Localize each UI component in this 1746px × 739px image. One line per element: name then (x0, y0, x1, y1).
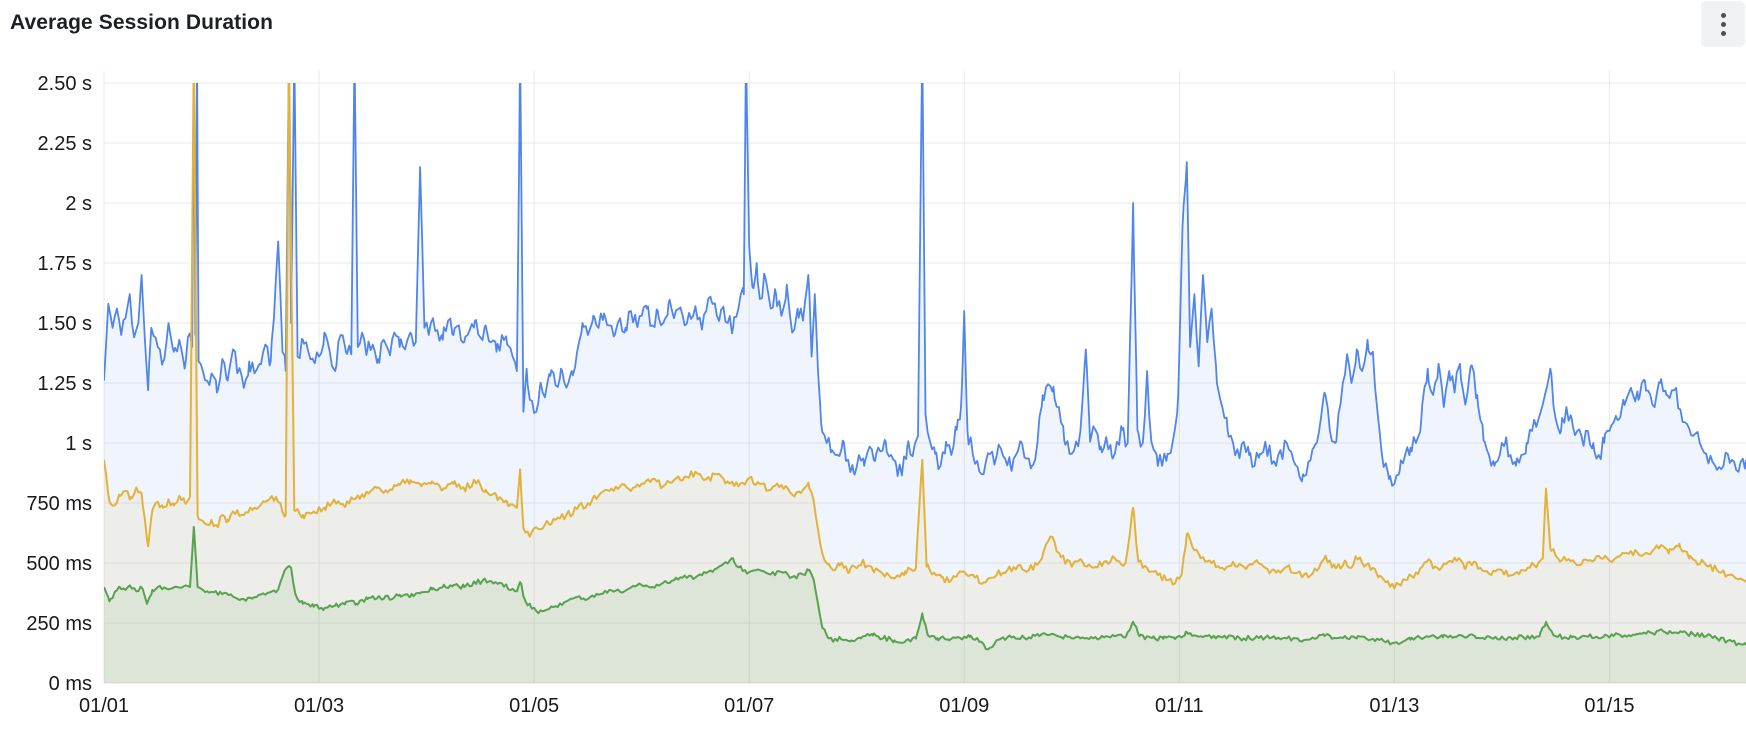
panel-title: Average Session Duration (10, 11, 274, 34)
x-axis-tick-label: 01/05 (509, 695, 559, 717)
series-line-green (104, 526, 1746, 651)
series-line-blue (104, 83, 1746, 487)
x-axis-tick-label: 01/15 (1584, 695, 1634, 717)
y-axis-tick-label: 1.25 s (38, 373, 92, 395)
x-axis-tick-label: 01/11 (1155, 695, 1204, 717)
y-axis-tick-label: 250 ms (26, 613, 92, 635)
y-axis-tick-label: 750 ms (26, 493, 92, 515)
y-axis-tick-label: 500 ms (26, 553, 92, 575)
kebab-icon (1720, 12, 1726, 36)
panel-header: Average Session Duration (10, 8, 1690, 38)
series-line-yellow (104, 83, 1746, 590)
y-axis-tick-label: 2.25 s (38, 133, 92, 155)
series-area-green (104, 527, 1746, 683)
y-axis-tick-label: 2 s (65, 193, 92, 215)
x-axis-tick-label: 01/07 (724, 695, 774, 717)
y-axis-tick-label: 0 ms (49, 673, 92, 695)
y-axis-tick-label: 1.75 s (38, 253, 92, 275)
x-axis-tick-label: 01/09 (939, 695, 989, 717)
x-axis-tick-label: 01/01 (79, 695, 129, 717)
panel-menu-button[interactable] (1701, 1, 1745, 47)
y-axis-tick-label: 1 s (65, 433, 92, 455)
x-axis-tick-label: 01/03 (294, 695, 344, 717)
y-axis-tick-label: 1.50 s (38, 313, 92, 335)
y-axis-tick-label: 2.50 s (38, 73, 92, 95)
series-area-yellow (104, 83, 1746, 683)
x-axis-tick-label: 01/13 (1369, 695, 1419, 717)
